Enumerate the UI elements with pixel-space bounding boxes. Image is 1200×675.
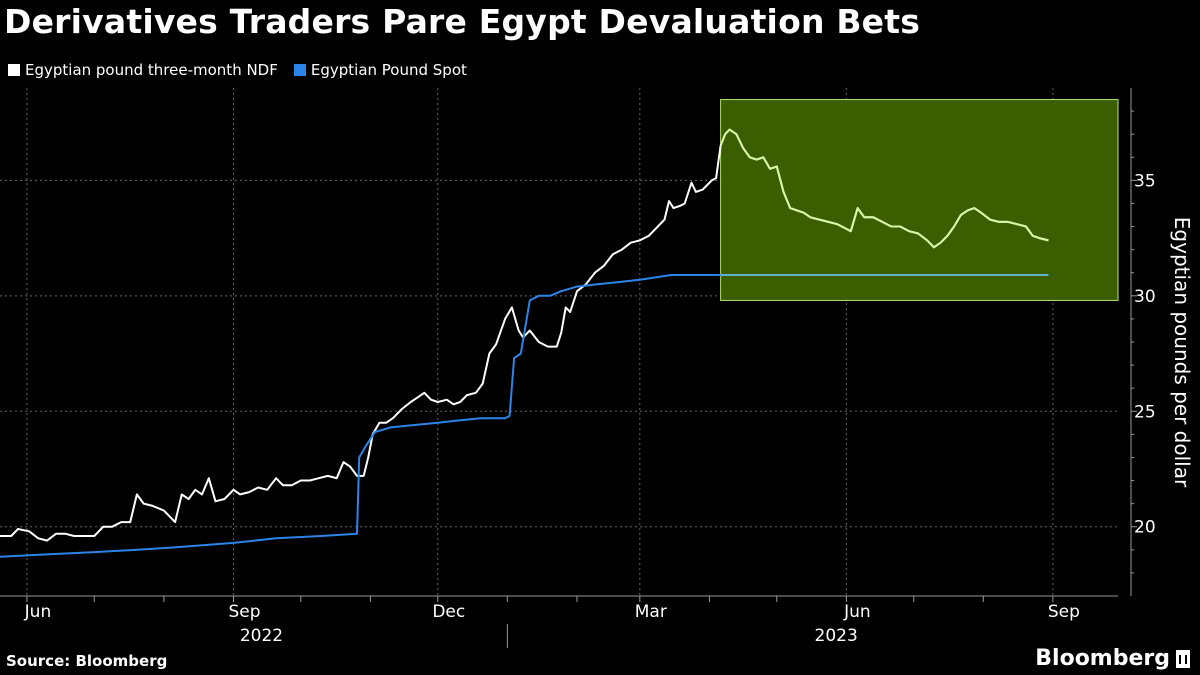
brand-mark: Bloomberg	[1035, 646, 1190, 671]
spot-series-line-highlighted	[720, 274, 1049, 276]
x-tick-label: Mar	[635, 602, 667, 622]
legend-item-spot: Egyptian Pound Spot	[293, 61, 467, 79]
y-axis-title: Egyptian pounds per dollar	[1170, 217, 1194, 488]
legend-swatch-spot	[293, 64, 306, 76]
spot-series-line	[0, 274, 1049, 558]
legend-item-ndf: Egyptian pound three-month NDF	[8, 61, 278, 79]
year-label: 2022	[240, 626, 283, 646]
brand-name: Bloomberg	[1035, 646, 1170, 671]
x-tick-label: Sep	[1048, 602, 1080, 622]
bloomberg-terminal-icon	[1176, 649, 1190, 668]
y-tick-label: 25	[1134, 402, 1156, 422]
y-tick-label: 35	[1134, 171, 1156, 191]
x-tick-label: Sep	[228, 602, 260, 622]
year-label: 2023	[815, 626, 858, 646]
y-tick-label: 20	[1134, 518, 1156, 538]
legend-swatch-ndf	[8, 64, 20, 76]
y-tick-label: 30	[1134, 287, 1156, 307]
chart-legend: Egyptian pound three-month NDF Egyptian …	[8, 61, 467, 79]
ndf-series-line-highlighted	[720, 128, 1049, 249]
chart-title: Derivatives Traders Pare Egypt Devaluati…	[4, 2, 921, 41]
x-tick-label: Jun	[24, 602, 52, 622]
source-note: Source: Bloomberg	[6, 652, 168, 670]
x-tick-label: Jun	[843, 602, 871, 622]
legend-label-spot: Egyptian Pound Spot	[310, 61, 467, 79]
legend-label-ndf: Egyptian pound three-month NDF	[25, 61, 278, 79]
highlight-region	[720, 99, 1119, 301]
x-tick-label: Dec	[432, 602, 465, 622]
